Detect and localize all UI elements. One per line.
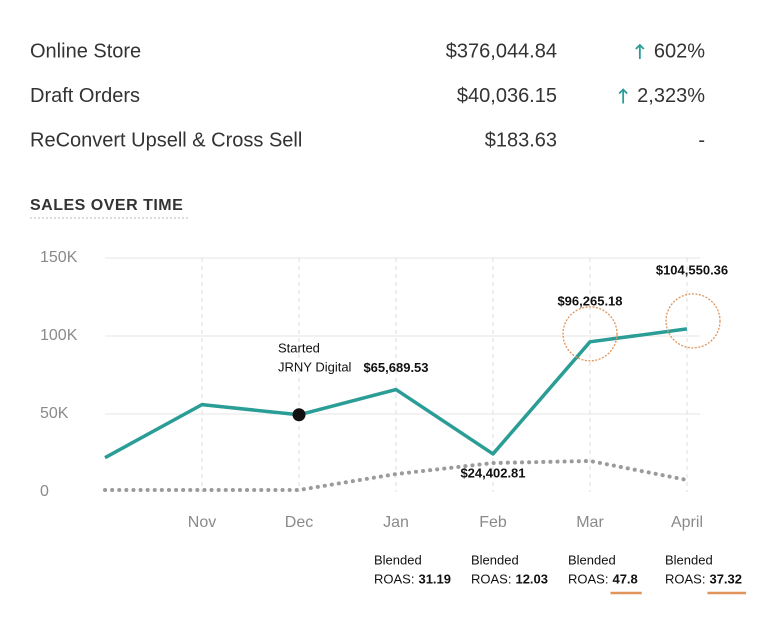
row-change: - (698, 129, 705, 151)
annotation: Started (278, 340, 320, 355)
roas-prefix: Blended (374, 552, 422, 567)
roas-value: 12.03 (515, 571, 548, 586)
roas-prefix: Blended (665, 552, 713, 567)
y-tick-label: 50K (40, 405, 69, 422)
y-tick-label: 0 (40, 483, 49, 500)
x-tick-label: Mar (576, 514, 604, 531)
roas-label: ROAS: (665, 571, 705, 586)
x-tick-label: Jan (383, 514, 409, 531)
row-amount: $376,044.84 (446, 40, 557, 62)
section-title: SALES OVER TIME (30, 197, 183, 214)
event-marker (292, 408, 306, 422)
highlight-circle (665, 293, 721, 349)
row-change: 602% (654, 40, 705, 62)
row-name: ReConvert Upsell & Cross Sell (30, 129, 302, 151)
row-name: Online Store (30, 40, 141, 62)
value-label: $65,689.53 (363, 360, 428, 375)
value-label: $96,265.18 (557, 293, 622, 308)
row-amount: $40,036.15 (457, 85, 557, 107)
x-tick-label: April (671, 514, 703, 531)
row-change: 2,323% (637, 85, 705, 107)
highlight-circle (562, 306, 618, 362)
roas-label: ROAS: (374, 571, 414, 586)
y-tick-label: 150K (40, 249, 78, 266)
roas-prefix: Blended (471, 552, 519, 567)
roas-prefix: Blended (568, 552, 616, 567)
series-line (104, 327, 688, 460)
roas-label: ROAS: (471, 571, 511, 586)
row-name: Draft Orders (30, 85, 140, 107)
roas-value: 47.8 (612, 571, 637, 586)
row-amount: $183.63 (485, 129, 557, 151)
roas-label: ROAS: (568, 571, 608, 586)
roas-value: 31.19 (418, 571, 451, 586)
x-tick-label: Feb (479, 514, 507, 531)
series-line (103, 458, 689, 492)
y-tick-label: 100K (40, 327, 78, 344)
x-tick-label: Nov (188, 514, 216, 531)
trend-arrow (618, 88, 628, 104)
value-label: $104,550.36 (656, 262, 728, 277)
annotation: JRNY Digital (278, 359, 352, 374)
roas-value: 37.32 (709, 571, 742, 586)
trend-arrow (635, 43, 645, 59)
x-tick-label: Dec (285, 514, 313, 531)
value-label: $24,402.81 (460, 465, 525, 480)
